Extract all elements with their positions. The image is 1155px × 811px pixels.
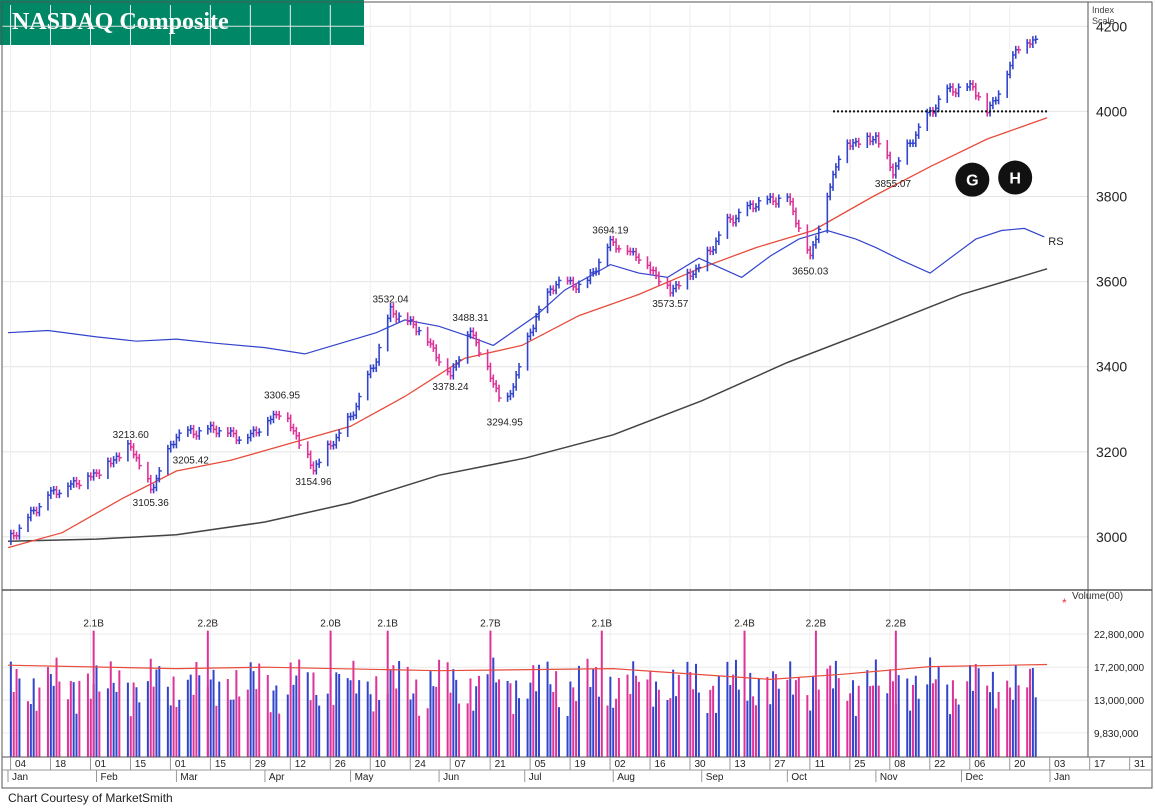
date-tick-label: 01 bbox=[175, 759, 187, 770]
series-lines bbox=[7, 117, 1048, 681]
month-label: Jan bbox=[1054, 772, 1070, 783]
date-tick-label: 31 bbox=[1134, 759, 1146, 770]
chart-title: NASDAQ Composite bbox=[0, 0, 364, 45]
volume-tick-label: 22,800,000 bbox=[1094, 630, 1144, 641]
date-tick-label: 03 bbox=[1054, 759, 1066, 770]
volume-bars bbox=[9, 630, 1037, 757]
date-tick-label: 15 bbox=[215, 759, 227, 770]
price-annotation: 3532.04 bbox=[372, 295, 409, 306]
price-tick-label: 3000 bbox=[1096, 529, 1127, 545]
date-tick-label: 01 bbox=[95, 759, 107, 770]
month-label: Oct bbox=[791, 772, 807, 783]
price-tick-label: 4200 bbox=[1096, 18, 1127, 34]
volume-tick-label: 17,200,000 bbox=[1094, 663, 1144, 674]
price-annotation: 3488.31 bbox=[452, 313, 489, 324]
date-tick-label: 11 bbox=[815, 759, 826, 770]
date-tick-label: 07 bbox=[455, 759, 467, 770]
volume-tick-label: 9,830,000 bbox=[1094, 729, 1139, 740]
chart-credit: Chart Courtesy of MarketSmith bbox=[8, 791, 173, 805]
month-label: Mar bbox=[180, 772, 198, 783]
price-annotation: 3650.03 bbox=[792, 266, 829, 277]
month-label: May bbox=[355, 772, 374, 783]
date-tick-label: 20 bbox=[1014, 759, 1026, 770]
marker-circle bbox=[955, 162, 990, 197]
price-tick-label: 3400 bbox=[1096, 359, 1127, 375]
price-annotation: 3855.07 bbox=[875, 179, 912, 190]
volume-annotation: 2.2B bbox=[806, 619, 827, 630]
month-label: Sep bbox=[706, 772, 724, 783]
date-tick-label: 13 bbox=[734, 759, 746, 770]
month-label: Feb bbox=[100, 772, 118, 783]
price-tick-label: 3800 bbox=[1096, 188, 1127, 204]
date-tick-label: 06 bbox=[974, 759, 986, 770]
date-tick-label: 27 bbox=[774, 759, 786, 770]
volume-tick-label: 13,000,000 bbox=[1094, 696, 1144, 707]
month-label: Jan bbox=[12, 772, 28, 783]
date-tick-label: 12 bbox=[295, 759, 307, 770]
grid bbox=[2, 5, 1088, 757]
rs-label: RS bbox=[1048, 236, 1063, 248]
volume-annotation: 2.7B bbox=[480, 619, 501, 630]
annotations: RS 2.1B 2.2B 2.0B 2.1B 2.7B 2.1B 2.4B 2.2B 2.2B 32… bbox=[83, 110, 1064, 630]
price-annotation: 3294.95 bbox=[487, 417, 524, 428]
price-annotation: 3378.24 bbox=[432, 382, 469, 393]
date-tick-label: 15 bbox=[135, 759, 147, 770]
date-tick-label: 04 bbox=[15, 759, 27, 770]
month-label: Jun bbox=[443, 772, 459, 783]
index-scale-label: Scale bbox=[1092, 16, 1115, 26]
volume-axis-label: Volume(00) bbox=[1072, 591, 1123, 602]
rs-line bbox=[7, 227, 1045, 355]
price-annotation: 3154.96 bbox=[295, 477, 332, 488]
date-tick-label: 02 bbox=[615, 759, 627, 770]
date-tick-label: 21 bbox=[495, 759, 507, 770]
date-tick-label: 08 bbox=[894, 759, 906, 770]
month-label: Dec bbox=[966, 772, 984, 783]
month-label: Aug bbox=[617, 772, 635, 783]
volume-annotation: 2.4B bbox=[734, 619, 755, 630]
index-scale-label: Index bbox=[1092, 5, 1115, 15]
date-tick-label: 18 bbox=[55, 759, 67, 770]
marker-circle bbox=[998, 160, 1033, 195]
price-annotation: 3573.57 bbox=[652, 299, 689, 310]
month-label: Jul bbox=[529, 772, 542, 783]
volume-annotation: 2.2B bbox=[198, 619, 219, 630]
volume-annotation: 2.1B bbox=[377, 619, 398, 630]
volume-annotation: 2.1B bbox=[592, 619, 613, 630]
date-tick-label: 05 bbox=[535, 759, 547, 770]
month-label: Apr bbox=[269, 772, 285, 783]
date-tick-label: 26 bbox=[335, 759, 347, 770]
price-annotation: 3205.42 bbox=[173, 456, 210, 467]
marker-label: H bbox=[1009, 171, 1021, 188]
date-tick-label: 25 bbox=[854, 759, 866, 770]
date-tick-label: 10 bbox=[375, 759, 387, 770]
price-annotation: 3105.36 bbox=[133, 498, 170, 509]
ma200-line bbox=[7, 268, 1048, 542]
price-annotation: 3213.60 bbox=[113, 430, 150, 441]
volume-annotation: 2.1B bbox=[83, 619, 104, 630]
price-tick-label: 3600 bbox=[1096, 274, 1127, 290]
month-label: Nov bbox=[880, 772, 898, 783]
price-tick-label: 3200 bbox=[1096, 444, 1127, 460]
date-tick-label: 22 bbox=[934, 759, 946, 770]
price-annotation: 3306.95 bbox=[264, 390, 301, 401]
ma50-line bbox=[7, 117, 1048, 549]
volume-annotation: 2.0B bbox=[320, 619, 341, 630]
date-tick-label: 29 bbox=[255, 759, 267, 770]
date-tick-label: 24 bbox=[415, 759, 427, 770]
price-bars bbox=[10, 35, 1039, 546]
volume-annotation: 2.2B bbox=[886, 619, 907, 630]
volume-marker-icon: * bbox=[1062, 596, 1067, 610]
volume-ma-line bbox=[7, 663, 1048, 681]
chart-frame bbox=[1, 1, 1153, 789]
marker-label: G bbox=[966, 173, 978, 190]
price-tick-label: 4000 bbox=[1096, 103, 1127, 119]
date-tick-label: 30 bbox=[694, 759, 706, 770]
date-tick-label: 17 bbox=[1094, 759, 1106, 770]
date-tick-label: 16 bbox=[654, 759, 666, 770]
date-tick-label: 19 bbox=[575, 759, 587, 770]
price-annotation: 3694.19 bbox=[592, 226, 629, 237]
